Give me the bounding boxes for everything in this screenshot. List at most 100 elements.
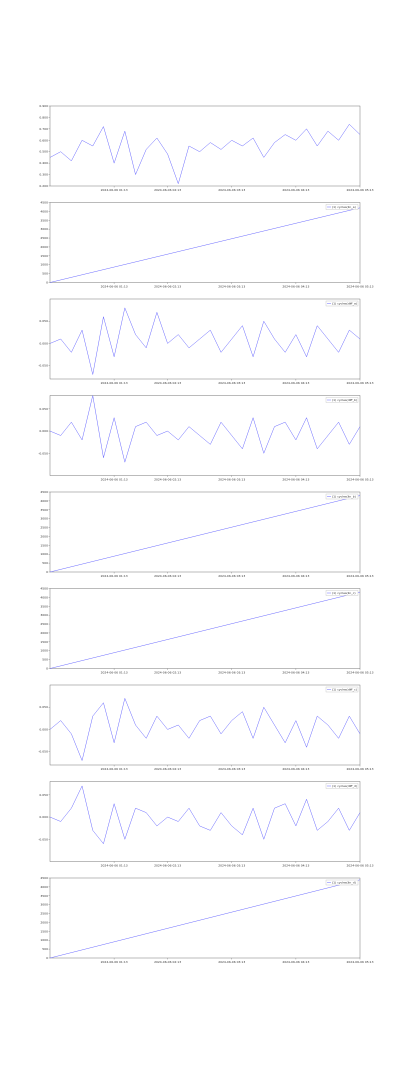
- y-tick-label: 0.200: [39, 184, 48, 188]
- plot-frame: [49, 395, 361, 476]
- x-tick-label: 2024-06-06 04:13: [282, 285, 309, 289]
- plot-frame: [49, 588, 361, 669]
- y-tick-label: 1000: [40, 649, 48, 653]
- x-tick-label: 2024-06-06 03:13: [218, 864, 245, 868]
- y-tick-label: 1000: [40, 938, 48, 942]
- legend-label: (1) cycles(lin_a): [332, 205, 356, 209]
- series-line: [49, 879, 361, 959]
- y-tick-label: 1500: [40, 640, 48, 644]
- x-tick-label: 2024-06-06 03:13: [218, 574, 245, 578]
- plot-frame: [49, 877, 361, 959]
- y-tick-label: 0.000: [39, 341, 48, 345]
- y-tick-label: -0.050: [38, 364, 48, 368]
- x-tick-label: 2024-06-06 05:13: [346, 960, 373, 964]
- y-tick-label: 2000: [40, 245, 48, 249]
- y-tick-label: 3000: [40, 517, 48, 521]
- x-tick-label: 2024-06-06 01:13: [101, 188, 128, 192]
- y-tick-label: 4500: [40, 201, 48, 205]
- x-tick-label: 2024-06-06 02:13: [154, 767, 181, 771]
- y-tick-label: 0.050: [39, 705, 48, 709]
- x-tick-label: 2024-06-06 01:13: [101, 381, 128, 385]
- plot-frame: [49, 105, 361, 187]
- y-tick-label: 0.000: [39, 429, 48, 433]
- y-tick-label: 4500: [40, 876, 48, 880]
- x-tick-label: 2024-06-06 05:13: [346, 864, 373, 868]
- y-tick-label: 0.300: [39, 173, 48, 177]
- y-tick-label: 1500: [40, 543, 48, 547]
- legend-label: (1) cycles(lin_d): [332, 881, 356, 885]
- legend-box: [325, 686, 359, 693]
- x-tick-label: 2024-06-06 04:13: [282, 381, 309, 385]
- x-tick-label: 2024-06-06 04:13: [282, 478, 309, 482]
- y-tick-label: 0.050: [39, 407, 48, 411]
- x-tick-label: 2024-06-06 03:13: [218, 381, 245, 385]
- x-tick-label: 2024-06-06 05:13: [346, 478, 373, 482]
- y-tick-label: 2500: [40, 912, 48, 916]
- x-tick-label: 2024-06-06 02:13: [154, 285, 181, 289]
- x-tick-label: 2024-06-06 05:13: [346, 574, 373, 578]
- plot-frame: [49, 202, 361, 283]
- x-tick-label: 2024-06-06 01:13: [101, 478, 128, 482]
- x-tick-label: 2024-06-06 01:13: [101, 671, 128, 675]
- x-tick-label: 2024-06-06 05:13: [346, 188, 373, 192]
- y-tick-label: 4000: [40, 885, 48, 889]
- x-tick-label: 2024-06-06 03:13: [218, 478, 245, 482]
- y-tick-label: 2500: [40, 526, 48, 530]
- legend-label: (1) cycles(lin_b): [332, 495, 356, 499]
- legend-box: [325, 590, 359, 596]
- x-tick-label: 2024-06-06 02:13: [154, 671, 181, 675]
- x-tick-label: 2024-06-06 03:13: [218, 767, 245, 771]
- x-tick-label: 2024-06-06 03:13: [218, 188, 245, 192]
- legend-box: [325, 300, 359, 307]
- y-tick-label: 1000: [40, 263, 48, 267]
- x-tick-label: 2024-06-06 02:13: [154, 864, 181, 868]
- y-tick-label: 4500: [40, 490, 48, 494]
- legend-label: (1) cycles(diff_d): [332, 784, 357, 788]
- legend-box: [325, 397, 359, 403]
- x-tick-label: 2024-06-06 02:13: [154, 188, 181, 192]
- x-tick-label: 2024-06-06 05:13: [346, 381, 373, 385]
- x-tick-label: 2024-06-06 04:13: [282, 767, 309, 771]
- y-tick-label: 2000: [40, 534, 48, 538]
- legend-box: [325, 783, 359, 789]
- plot-frame: [49, 684, 361, 766]
- y-tick-label: 3500: [40, 218, 48, 222]
- legend-label: (1) cycles(diff_c): [332, 688, 357, 692]
- y-tick-label: 0.050: [39, 793, 48, 797]
- y-tick-label: 0.900: [39, 104, 48, 108]
- plot-frame: [49, 781, 361, 862]
- y-tick-label: 0.700: [39, 127, 48, 131]
- y-tick-label: 2000: [40, 631, 48, 635]
- x-tick-label: 2024-06-06 01:13: [101, 285, 128, 289]
- legend-box: [325, 493, 359, 500]
- y-tick-label: 0: [46, 667, 48, 671]
- y-tick-label: 3500: [40, 894, 48, 898]
- x-tick-label: 2024-06-06 03:13: [218, 285, 245, 289]
- series-line: [49, 395, 361, 464]
- legend-label: (1) cycles(diff_b): [332, 398, 357, 402]
- y-tick-label: 500: [42, 947, 48, 951]
- x-tick-label: 2024-06-06 04:13: [282, 188, 309, 192]
- series-line: [49, 591, 361, 669]
- plot-frame: [49, 298, 361, 380]
- x-tick-label: 2024-06-06 03:13: [218, 671, 245, 675]
- y-tick-label: 4000: [40, 209, 48, 213]
- y-tick-label: 4000: [40, 499, 48, 503]
- y-tick-label: 3500: [40, 604, 48, 608]
- y-tick-label: 4500: [40, 587, 48, 591]
- y-tick-label: 3000: [40, 613, 48, 617]
- x-tick-label: 2024-06-06 04:13: [282, 864, 309, 868]
- x-tick-label: 2024-06-06 01:13: [101, 960, 128, 964]
- y-tick-label: 0.000: [39, 727, 48, 731]
- y-tick-label: 3000: [40, 903, 48, 907]
- x-tick-label: 2024-06-06 03:13: [218, 960, 245, 964]
- series-line: [49, 123, 361, 185]
- series-line: [49, 495, 361, 573]
- x-tick-label: 2024-06-06 01:13: [101, 864, 128, 868]
- y-tick-label: 500: [42, 561, 48, 565]
- y-tick-label: 1500: [40, 254, 48, 258]
- y-tick-label: 0.000: [39, 815, 48, 819]
- y-tick-label: 2500: [40, 236, 48, 240]
